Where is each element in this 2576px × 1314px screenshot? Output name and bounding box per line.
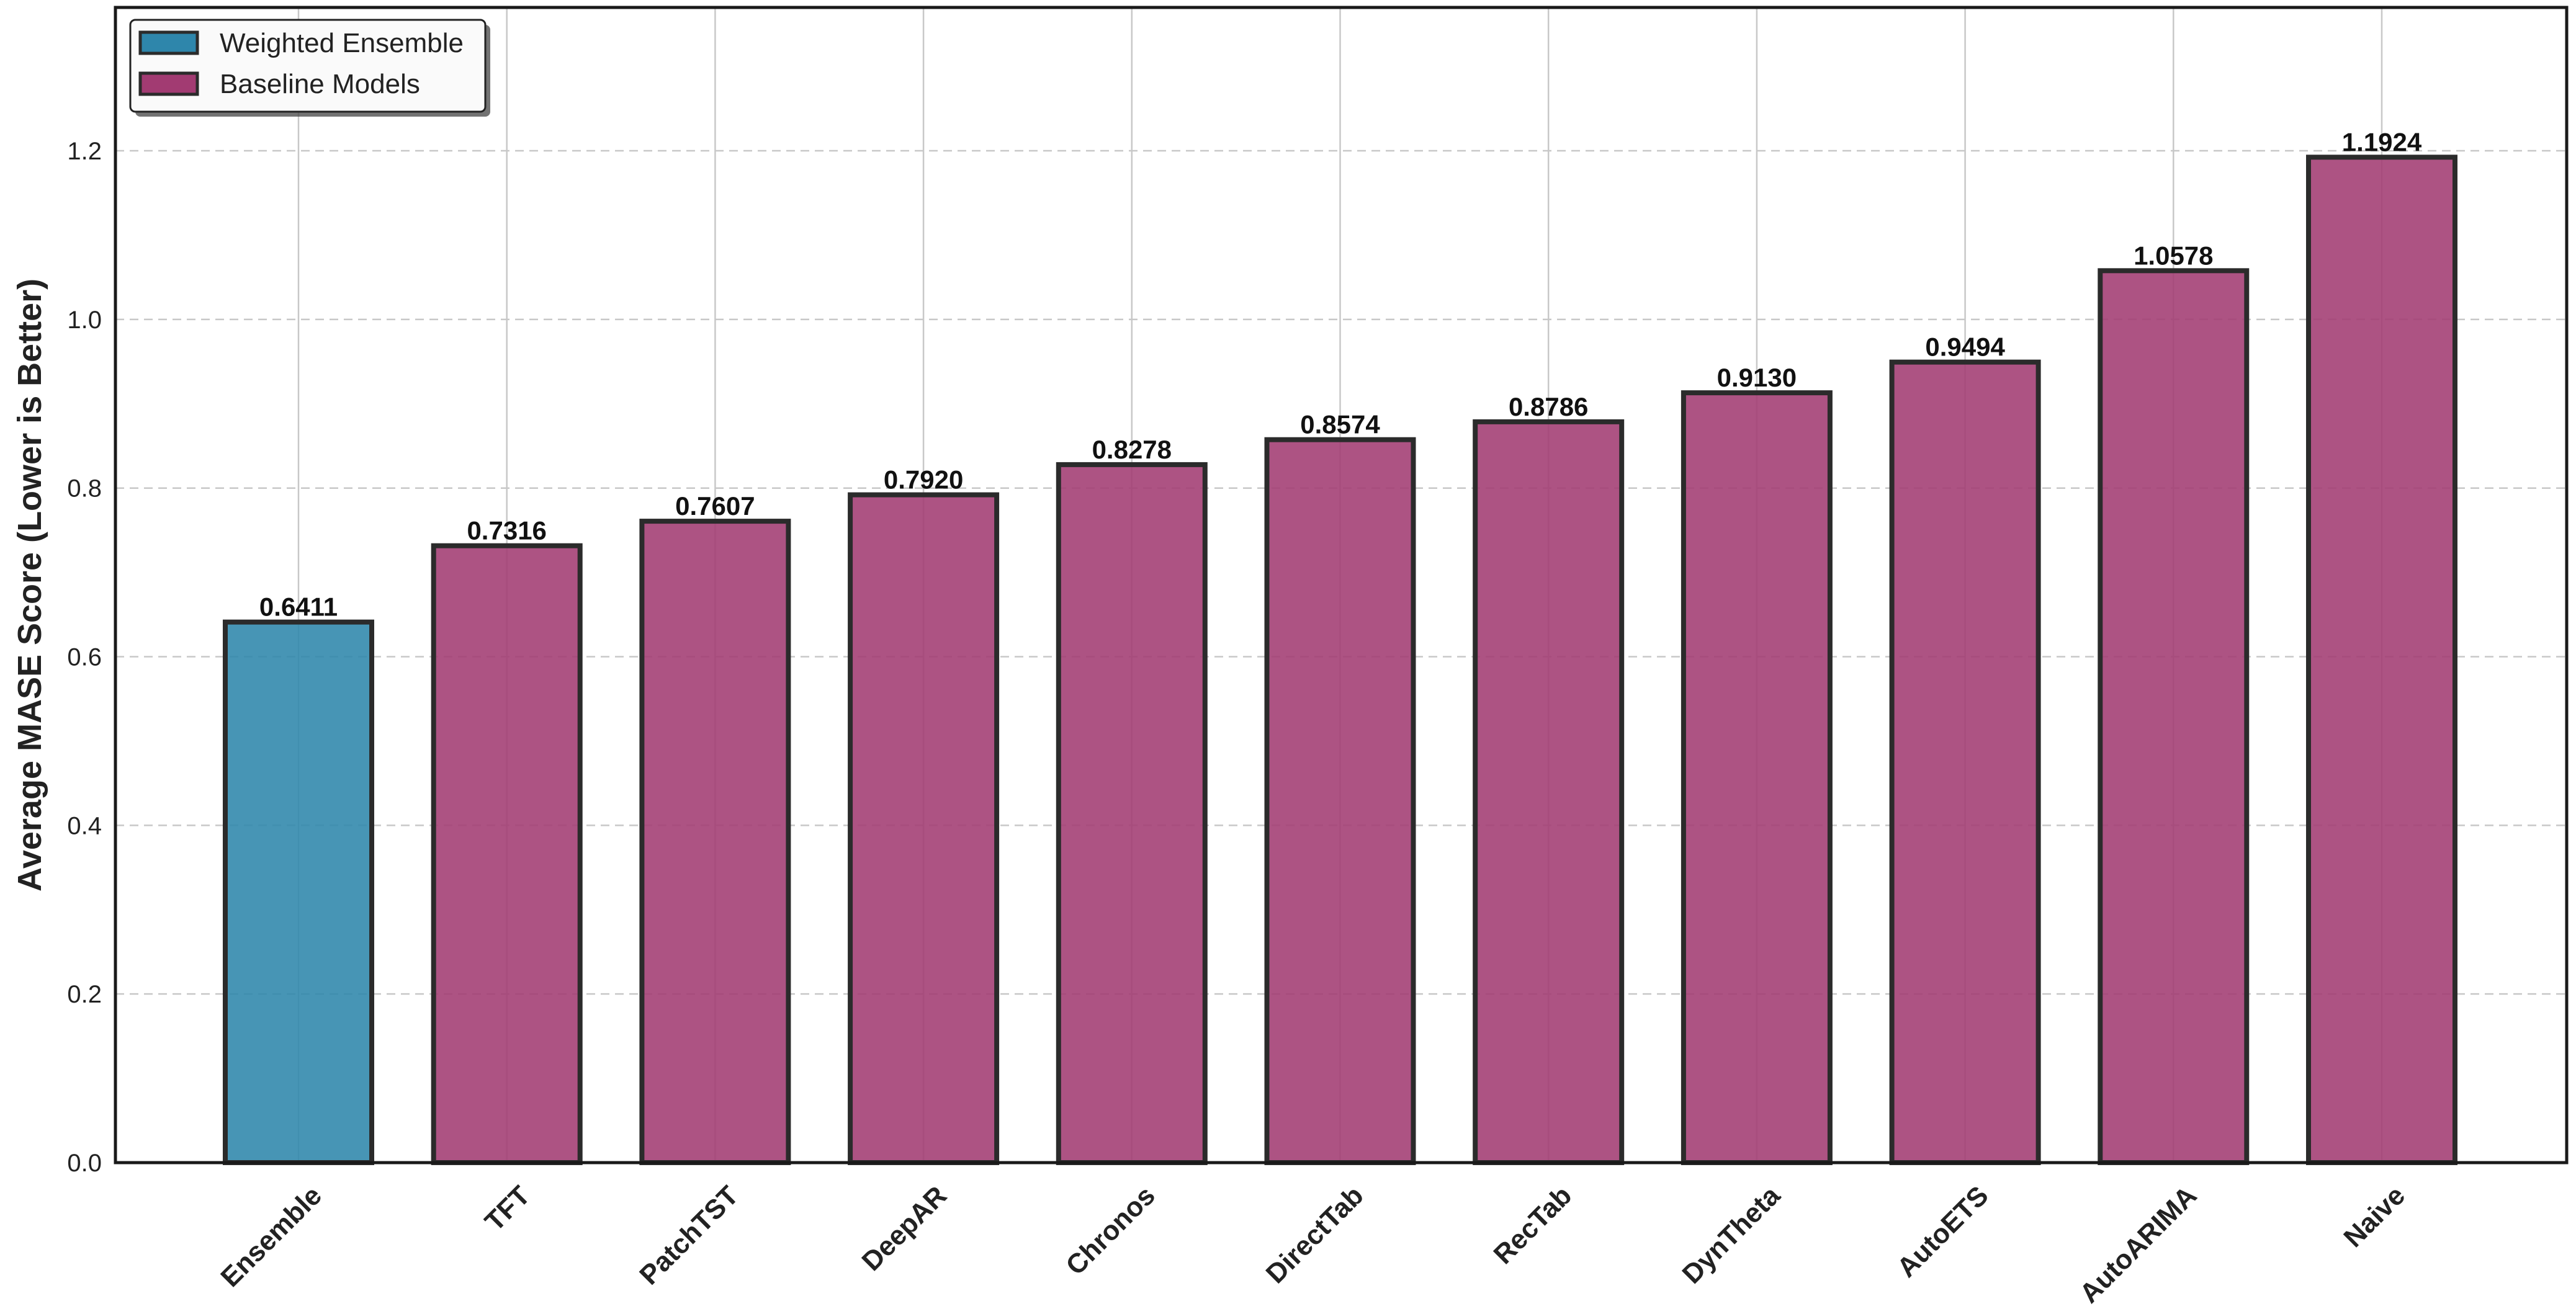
value-label-rectab: 0.8786	[1509, 392, 1588, 421]
value-label-tft: 0.7316	[467, 516, 546, 545]
x-tick-label-patchtst: PatchTST	[634, 1180, 744, 1290]
x-tick-label-chronos: Chronos	[1060, 1180, 1161, 1281]
x-tick-label-deepar: DeepAR	[856, 1180, 953, 1277]
bar-chronos	[1056, 462, 1208, 1165]
value-label-autoets: 0.9494	[1925, 333, 2005, 362]
y-tick-label: 0.4	[67, 812, 102, 839]
value-label-ensemble: 0.6411	[259, 592, 338, 622]
y-axis-label: Average MASE Score (Lower is Better)	[11, 279, 48, 892]
value-label-directtab: 0.8574	[1300, 410, 1380, 439]
x-tick-label-directtab: DirectTab	[1260, 1180, 1370, 1289]
x-tick-label-tft: TFT	[479, 1180, 536, 1237]
legend-swatch-baseline-models	[138, 71, 199, 96]
value-label-patchtst: 0.7607	[675, 491, 755, 521]
bar-dyntheta	[1681, 390, 1833, 1165]
x-tick-label-ensemble: Ensemble	[215, 1180, 328, 1293]
x-tick-label-dyntheta: DynTheta	[1677, 1180, 1787, 1290]
y-axis-ticks: 0.0 0.2 0.4 0.6 0.8 1.0 1.2	[67, 138, 102, 1177]
y-tick-label: 1.0	[67, 306, 102, 334]
bar-autoets	[1889, 359, 2041, 1165]
legend-swatch-weighted-ensemble	[138, 30, 199, 55]
y-tick-label: 0.8	[67, 475, 102, 503]
y-tick-label: 0.6	[67, 644, 102, 671]
x-tick-label-rectab: RecTab	[1488, 1180, 1578, 1270]
legend-label-baseline-models: Baseline Models	[220, 69, 420, 99]
bar-autoarima	[2098, 268, 2250, 1166]
bar-rectab	[1473, 419, 1625, 1166]
x-tick-label-autoets: AutoETS	[1892, 1180, 1995, 1283]
y-tick-label: 1.2	[67, 138, 102, 165]
y-tick-label: 0.0	[67, 1150, 102, 1177]
value-label-autoarima: 1.0578	[2134, 241, 2213, 270]
value-labels: 0.6411 0.7316 0.7607 0.7920 0.8278 0.8574 0.87…	[259, 127, 2422, 621]
value-label-naive: 1.1924	[2342, 127, 2422, 156]
bar-tft	[431, 543, 583, 1165]
value-label-chronos: 0.8278	[1092, 435, 1172, 464]
x-tick-label-autoarima: AutoARIMA	[2074, 1180, 2202, 1308]
bar-patchtst	[639, 519, 791, 1166]
bar-deepar	[848, 492, 1000, 1165]
bar-naive	[2306, 154, 2457, 1165]
bar-ensemble	[223, 619, 374, 1165]
value-label-dyntheta: 0.9130	[1717, 363, 1797, 392]
value-label-deepar: 0.7920	[884, 465, 963, 494]
bars	[223, 154, 2457, 1166]
legend-box	[129, 19, 487, 113]
legend-label-weighted-ensemble: Weighted Ensemble	[220, 28, 464, 58]
bar-directtab	[1264, 437, 1416, 1165]
legend: Weighted Ensemble Baseline Models	[129, 19, 490, 117]
y-tick-label: 0.2	[67, 981, 102, 1008]
x-axis-ticks: Ensemble TFT PatchTST DeepAR Chronos DirectTa…	[215, 1180, 2411, 1309]
x-tick-label-naive: Naive	[2338, 1180, 2411, 1253]
plot-frame	[114, 6, 2569, 1164]
